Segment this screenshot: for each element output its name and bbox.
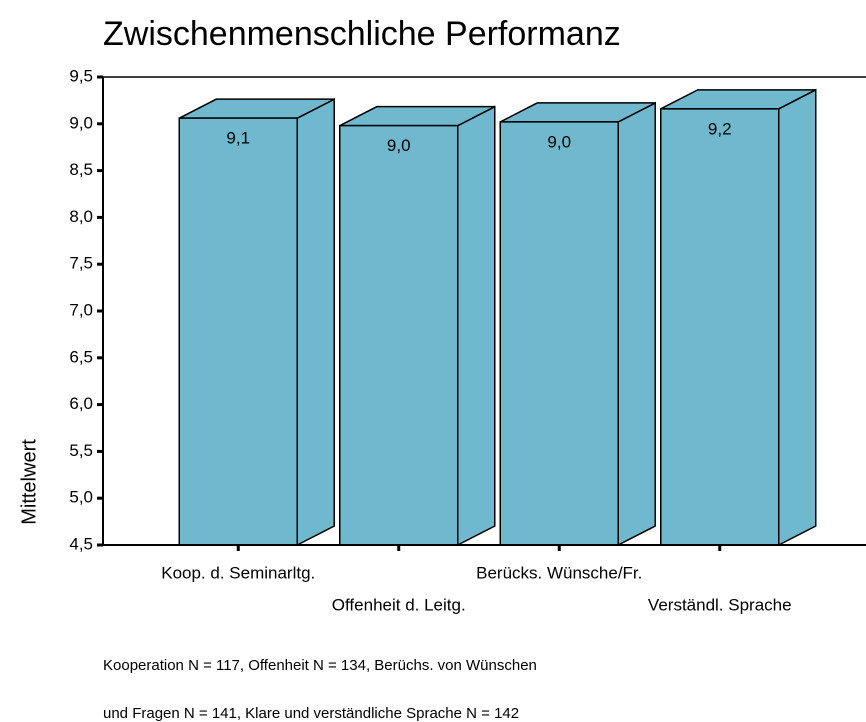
x-tick-label: Koop. d. Seminarltg. — [161, 563, 315, 582]
data-label: 9,2 — [708, 119, 732, 138]
data-label: 9,1 — [226, 129, 250, 148]
bar — [178, 97, 335, 547]
bar-side — [778, 88, 817, 547]
y-tick-label: 5,0 — [69, 488, 93, 507]
bar — [499, 101, 656, 547]
y-tick-label: 9,0 — [69, 113, 93, 132]
bar-side — [617, 101, 656, 547]
bar-front — [499, 121, 619, 546]
y-tick-label: 6,5 — [69, 347, 93, 366]
y-tick-label: 8,0 — [69, 207, 93, 226]
y-tick-label: 9,5 — [69, 66, 93, 85]
footnote: und Fragen N = 141, Klare und verständli… — [103, 705, 519, 722]
footnote: Kooperation N = 117, Offenheit N = 134, … — [103, 657, 537, 674]
chart-title: Zwischenmenschliche Performanz — [103, 15, 621, 53]
bar — [660, 88, 817, 547]
bar-side — [296, 97, 335, 547]
x-tick-label: Verständl. Sprache — [648, 595, 792, 614]
data-label: 9,0 — [387, 136, 411, 155]
y-tick-label: 4,5 — [69, 534, 93, 553]
x-tick-label: Berücks. Wünsche/Fr. — [476, 563, 642, 582]
y-tick-label: 8,5 — [69, 160, 93, 179]
bar-front — [339, 124, 459, 546]
y-tick-label: 5,5 — [69, 441, 93, 460]
bar-side — [457, 105, 496, 547]
y-axis-label: Mittelwert — [18, 439, 40, 525]
bar-front — [660, 108, 780, 546]
y-tick-label: 7,0 — [69, 300, 93, 319]
bar-front — [178, 117, 298, 546]
y-tick-label: 7,5 — [69, 254, 93, 273]
y-tick-label: 6,0 — [69, 394, 93, 413]
bar — [339, 105, 496, 547]
x-tick-label: Offenheit d. Leitg. — [332, 595, 466, 614]
data-label: 9,0 — [547, 132, 571, 151]
